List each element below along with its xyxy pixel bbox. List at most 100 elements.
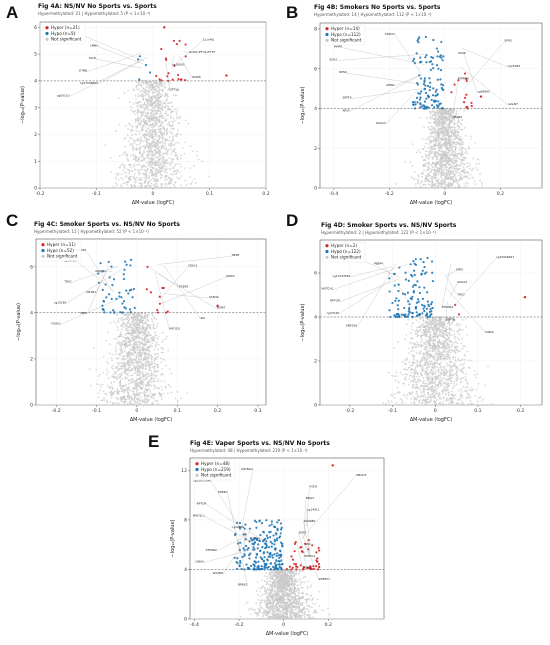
point-not-significant [132, 177, 135, 180]
point-not-significant [444, 183, 447, 186]
point-not-significant [140, 84, 143, 87]
point-hypo [128, 308, 132, 311]
point-not-significant [143, 403, 146, 406]
point-not-significant [154, 148, 156, 151]
point-not-significant [461, 150, 464, 153]
point-not-significant [152, 372, 155, 375]
point-not-significant [154, 100, 157, 103]
point-not-significant [146, 346, 148, 349]
point-not-significant [137, 163, 140, 166]
point-not-significant [155, 131, 158, 134]
point-not-significant [145, 175, 148, 178]
point-not-significant [151, 174, 153, 177]
point-not-significant [164, 337, 167, 340]
point-not-significant [129, 124, 131, 126]
point-not-significant [437, 184, 440, 187]
point-not-significant [447, 173, 450, 176]
point-not-significant [151, 117, 154, 120]
point-not-significant [136, 312, 139, 315]
point-not-significant [195, 150, 198, 153]
point-not-significant [170, 391, 173, 394]
y-tick-label: 0 [314, 403, 317, 409]
point-not-significant [125, 340, 128, 343]
point-not-significant [465, 150, 468, 152]
point-not-significant [143, 391, 146, 393]
point-not-significant [428, 139, 431, 142]
point-not-significant [142, 385, 144, 388]
point-not-significant [432, 183, 434, 186]
point-not-significant [136, 346, 139, 349]
point-not-significant [441, 160, 443, 163]
point-not-significant [132, 329, 135, 332]
point-not-significant [454, 186, 457, 189]
point-not-significant [133, 156, 136, 159]
point-not-significant [435, 124, 437, 127]
point-not-significant [137, 378, 139, 381]
point-not-significant [443, 144, 446, 146]
point-hyper [160, 79, 163, 82]
point-not-significant [439, 162, 442, 165]
point-not-significant [139, 142, 142, 144]
point-not-significant [121, 378, 124, 380]
point-not-significant [114, 376, 117, 378]
point-not-significant [149, 114, 152, 116]
point-not-significant [146, 391, 148, 394]
panel-subtitle: Hypermethylated: 11 | Hypomethylated: 52… [34, 229, 149, 234]
gene-label: cg09893 [477, 89, 490, 93]
point-not-significant [130, 395, 132, 398]
point-not-significant [449, 184, 451, 187]
point-not-significant [457, 124, 460, 127]
point-not-significant [412, 143, 414, 145]
legend-label: Hypo (n=112) [331, 32, 361, 37]
point-not-significant [105, 369, 108, 371]
point-not-significant [132, 353, 135, 356]
point-not-significant [141, 112, 143, 114]
point-not-significant [144, 336, 146, 338]
point-not-significant [458, 183, 460, 186]
point-not-significant [424, 150, 427, 153]
point-not-significant [135, 129, 138, 132]
point-not-significant [100, 386, 102, 389]
point-not-significant [456, 130, 459, 132]
point-not-significant [138, 330, 141, 333]
point-not-significant [166, 130, 168, 132]
point-not-significant [158, 164, 161, 167]
point-hyper [171, 78, 174, 81]
point-not-significant [156, 337, 159, 340]
point-not-significant [150, 395, 153, 398]
point-not-significant [152, 113, 155, 115]
point-not-significant [430, 152, 433, 155]
point-not-significant [472, 157, 474, 160]
point-hypo [440, 107, 443, 110]
point-not-significant [143, 186, 146, 189]
point-hypo [435, 47, 439, 50]
point-not-significant [149, 327, 152, 330]
point-not-significant [178, 122, 180, 125]
point-not-significant [150, 86, 153, 88]
point-not-significant [102, 371, 105, 374]
point-not-significant [117, 402, 120, 405]
point-not-significant [150, 95, 153, 98]
point-not-significant [433, 153, 435, 156]
point-not-significant [144, 320, 147, 323]
point-not-significant [145, 364, 148, 367]
point-not-significant [123, 340, 125, 342]
x-tick-label: 0.1 [206, 191, 213, 197]
panel-title: Fig 4B: Smokers No Sports vs. Sports [314, 4, 441, 11]
point-not-significant [142, 372, 144, 374]
point-not-significant [129, 326, 132, 329]
point-not-significant [144, 396, 146, 398]
point-not-significant [141, 327, 144, 329]
point-not-significant [148, 129, 151, 132]
point-not-significant [174, 181, 177, 183]
point-not-significant [440, 335, 442, 338]
point-not-significant [469, 177, 471, 180]
point-hypo [440, 83, 443, 86]
point-not-significant [153, 130, 155, 133]
point-not-significant [452, 160, 455, 162]
point-not-significant [156, 400, 159, 402]
point-not-significant [162, 115, 164, 117]
gene-leader-line [87, 52, 142, 72]
point-not-significant [426, 355, 429, 358]
point-not-significant [139, 177, 142, 179]
